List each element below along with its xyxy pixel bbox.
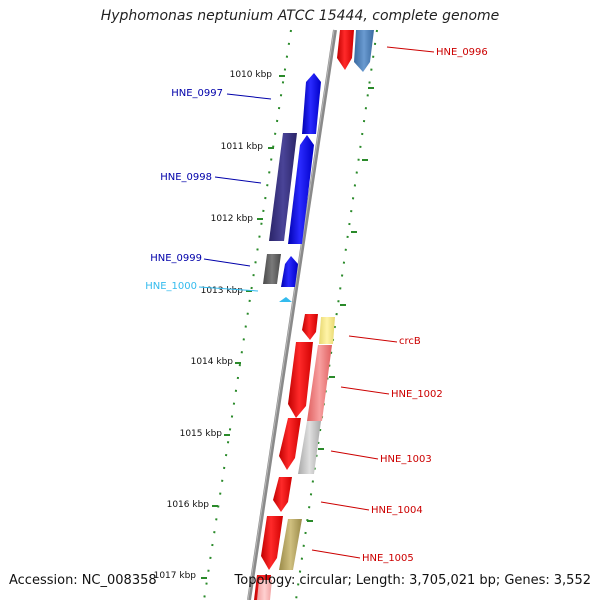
- label-hne0999[interactable]: HNE_0999: [150, 253, 202, 264]
- label-hne0998[interactable]: HNE_0998: [160, 172, 212, 183]
- topology-label: Topology:: [234, 573, 296, 588]
- gene-hne1003-silver[interactable]: [298, 421, 321, 474]
- label-hne1002[interactable]: HNE_1002: [391, 389, 443, 400]
- gene-hne1005-olive[interactable]: [279, 519, 302, 570]
- gene-features: [254, 30, 374, 600]
- gene-hne0999-gray[interactable]: [263, 254, 281, 284]
- gene-hne1005-red[interactable]: [261, 516, 283, 570]
- gene-crcb-yellow[interactable]: [319, 317, 335, 344]
- gene-bottom-pink[interactable]: [257, 580, 272, 600]
- genes-label: Genes:: [504, 573, 550, 588]
- gene-hne0998-blue[interactable]: [288, 135, 314, 244]
- gene-hne0999-blue[interactable]: [281, 256, 298, 287]
- gene-hne0997[interactable]: [302, 73, 321, 134]
- label-hne1004[interactable]: HNE_1004: [371, 505, 423, 516]
- label-hne0997[interactable]: HNE_0997: [171, 88, 223, 99]
- tick-label-1012kbp: 1012 kbp: [211, 214, 254, 224]
- accession-info: Accession: NC_008358: [9, 573, 157, 588]
- gene-hne1000-trna[interactable]: [279, 297, 292, 302]
- gene-leader-lines: [198, 46, 435, 559]
- label-crcb[interactable]: crcB: [399, 336, 421, 347]
- tick-label-1014kbp: 1014 kbp: [191, 357, 234, 367]
- accession-value: NC_008358: [81, 573, 157, 588]
- gene-hne0998-navy[interactable]: [269, 133, 297, 241]
- label-hne0996[interactable]: HNE_0996: [436, 47, 488, 58]
- tick-label-1015kbp: 1015 kbp: [180, 429, 223, 439]
- genome-backbone: [247, 29, 337, 600]
- gene-hne1002-red[interactable]: [288, 342, 313, 418]
- scale-ticks: [201, 75, 374, 579]
- label-hne1003[interactable]: HNE_1003: [380, 454, 432, 465]
- gene-hne0996-steel[interactable]: [354, 30, 374, 72]
- gene-labels: HNE_0996 HNE_0997 HNE_0998 HNE_0999 HNE_…: [145, 47, 488, 564]
- gene-hne1004-red[interactable]: [273, 477, 292, 512]
- length-value: 3,705,021 bp;: [409, 573, 501, 588]
- accession-label: Accession:: [9, 573, 78, 588]
- tick-label-1016kbp: 1016 kbp: [167, 500, 210, 510]
- map-title: Hyphomonas neptunium ATCC 15444, complet…: [100, 8, 500, 24]
- tick-label-1011kbp: 1011 kbp: [221, 142, 264, 152]
- scale-labels: 1010 kbp 1011 kbp 1012 kbp 1013 kbp 1014…: [154, 70, 273, 581]
- outer-dotted-line-right: [295, 29, 378, 600]
- label-hne1000[interactable]: HNE_1000: [145, 281, 197, 292]
- genome-stats: Topology: circular; Length: 3,705,021 bp; Ge…: [235, 573, 591, 588]
- outer-dotted-line-left: [203, 29, 292, 600]
- gene-crcb-red[interactable]: [302, 314, 318, 340]
- genes-value: 3,552: [553, 573, 591, 588]
- tick-label-1013kbp: 1013 kbp: [201, 286, 244, 296]
- topology-value: circular;: [299, 573, 352, 588]
- gene-hne0996-red[interactable]: [337, 30, 354, 70]
- gene-hne1002-salmon[interactable]: [307, 345, 332, 421]
- tick-label-1010kbp: 1010 kbp: [230, 70, 273, 80]
- label-hne1005[interactable]: HNE_1005: [362, 553, 414, 564]
- gene-hne1003-red[interactable]: [279, 418, 301, 470]
- tick-label-1017kbp: 1017 kbp: [154, 571, 197, 581]
- length-label: Length:: [355, 573, 406, 588]
